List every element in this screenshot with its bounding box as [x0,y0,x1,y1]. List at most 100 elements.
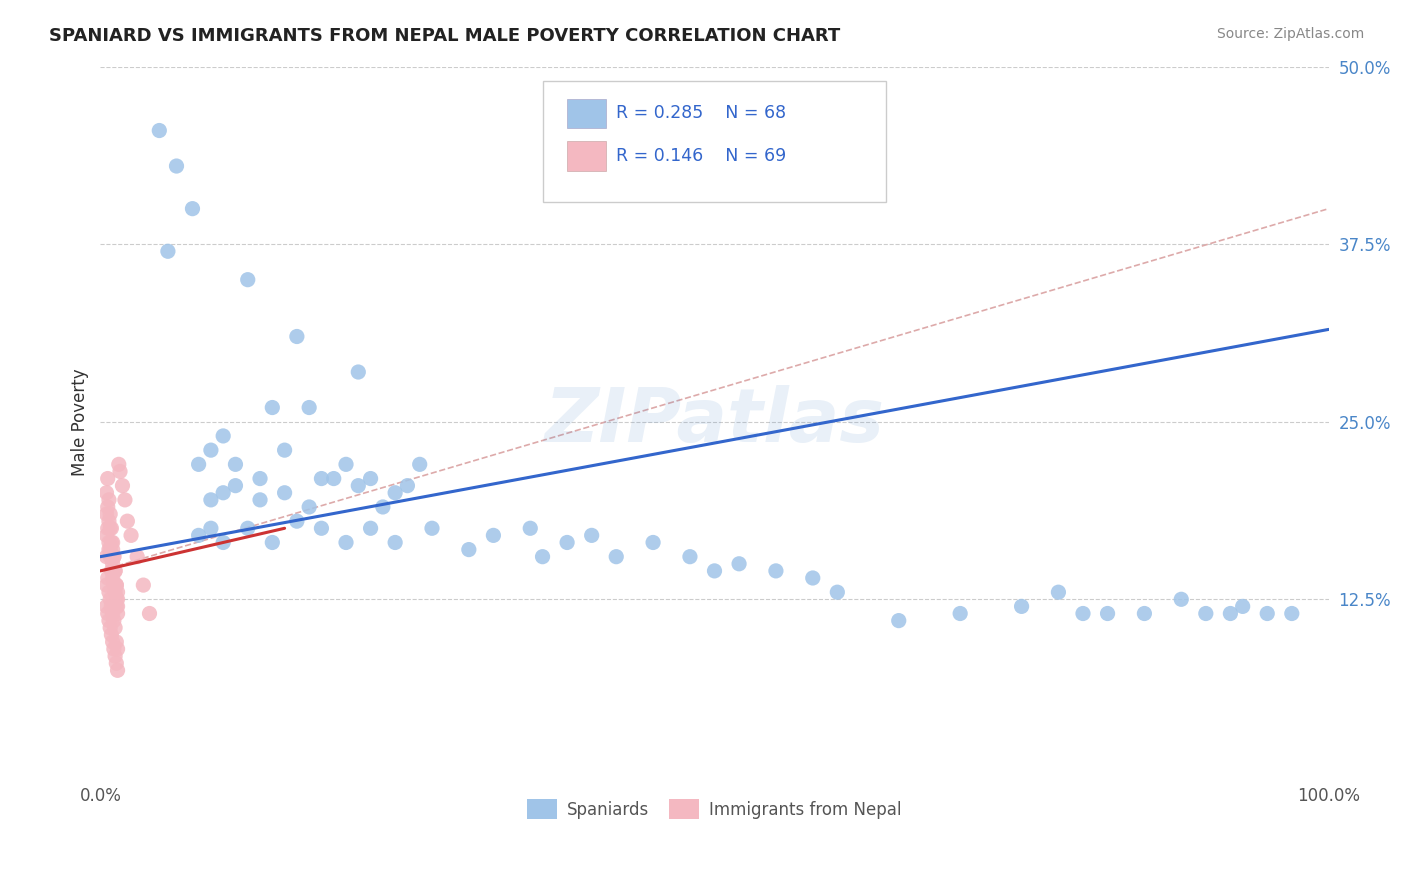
Point [236,521,259,535]
Point [1133,607,1156,621]
Point [801,571,824,585]
Point [679,549,702,564]
Point [97,471,120,485]
Point [181,202,204,216]
Point [103,549,125,564]
Point [641,535,664,549]
Point [273,443,295,458]
Point [187,458,209,472]
Point [249,471,271,485]
Point [111,478,134,492]
Point [347,478,370,492]
Point [105,635,128,649]
Point [1011,599,1033,614]
Point [101,535,124,549]
Point [104,578,127,592]
Point [104,585,127,599]
Point [273,485,295,500]
Point [97,542,120,557]
Point [98,592,121,607]
Point [101,635,124,649]
Point [262,535,284,549]
Point [100,628,122,642]
Point [98,542,121,557]
Point [100,549,122,564]
Point [97,535,120,549]
Point [1071,607,1094,621]
Point [1281,607,1303,621]
Point [101,607,124,621]
Point [605,549,627,564]
Point [384,535,406,549]
Point [100,599,122,614]
Point [97,614,120,628]
Point [107,607,129,621]
FancyBboxPatch shape [567,141,606,171]
Point [97,571,120,585]
Point [1219,607,1241,621]
Point [949,607,972,621]
Point [298,500,321,514]
Point [224,458,246,472]
Point [114,492,136,507]
Point [105,592,128,607]
Point [1195,607,1218,621]
Point [117,514,139,528]
Point [105,599,128,614]
Point [581,528,603,542]
Point [200,521,222,535]
Point [107,592,129,607]
Point [97,521,120,535]
Point [132,578,155,592]
Point [311,471,333,485]
Point [101,564,124,578]
Point [236,273,259,287]
Point [103,614,125,628]
Point [1097,607,1119,621]
Point [107,585,129,599]
Point [103,564,125,578]
Text: ZIPatlas: ZIPatlas [544,385,884,458]
Point [212,535,235,549]
Point [104,564,127,578]
Point [101,571,124,585]
Point [482,528,505,542]
Point [262,401,284,415]
Point [728,557,751,571]
Point [107,458,129,472]
Point [98,621,121,635]
Point [200,443,222,458]
Point [335,535,357,549]
Point [97,585,120,599]
Point [104,649,127,664]
Point [322,471,344,485]
Text: SPANIARD VS IMMIGRANTS FROM NEPAL MALE POVERTY CORRELATION CHART: SPANIARD VS IMMIGRANTS FROM NEPAL MALE P… [49,27,841,45]
Point [97,607,120,621]
Point [224,478,246,492]
Point [103,642,125,657]
Point [1256,607,1278,621]
Point [360,521,382,535]
Point [212,429,235,443]
Text: R = 0.146    N = 69: R = 0.146 N = 69 [616,147,786,165]
Point [138,607,160,621]
Point [249,492,271,507]
Point [166,159,188,173]
Point [156,244,179,259]
Point [298,401,321,415]
Point [1047,585,1070,599]
Point [97,500,120,514]
Point [457,542,479,557]
Point [97,514,120,528]
Point [101,542,124,557]
Point [396,478,419,492]
Point [96,528,118,542]
Point [103,578,125,592]
Point [98,549,121,564]
Point [148,123,170,137]
Point [108,465,131,479]
Point [187,528,209,542]
Point [96,578,118,592]
Point [827,585,849,599]
Point [96,485,118,500]
